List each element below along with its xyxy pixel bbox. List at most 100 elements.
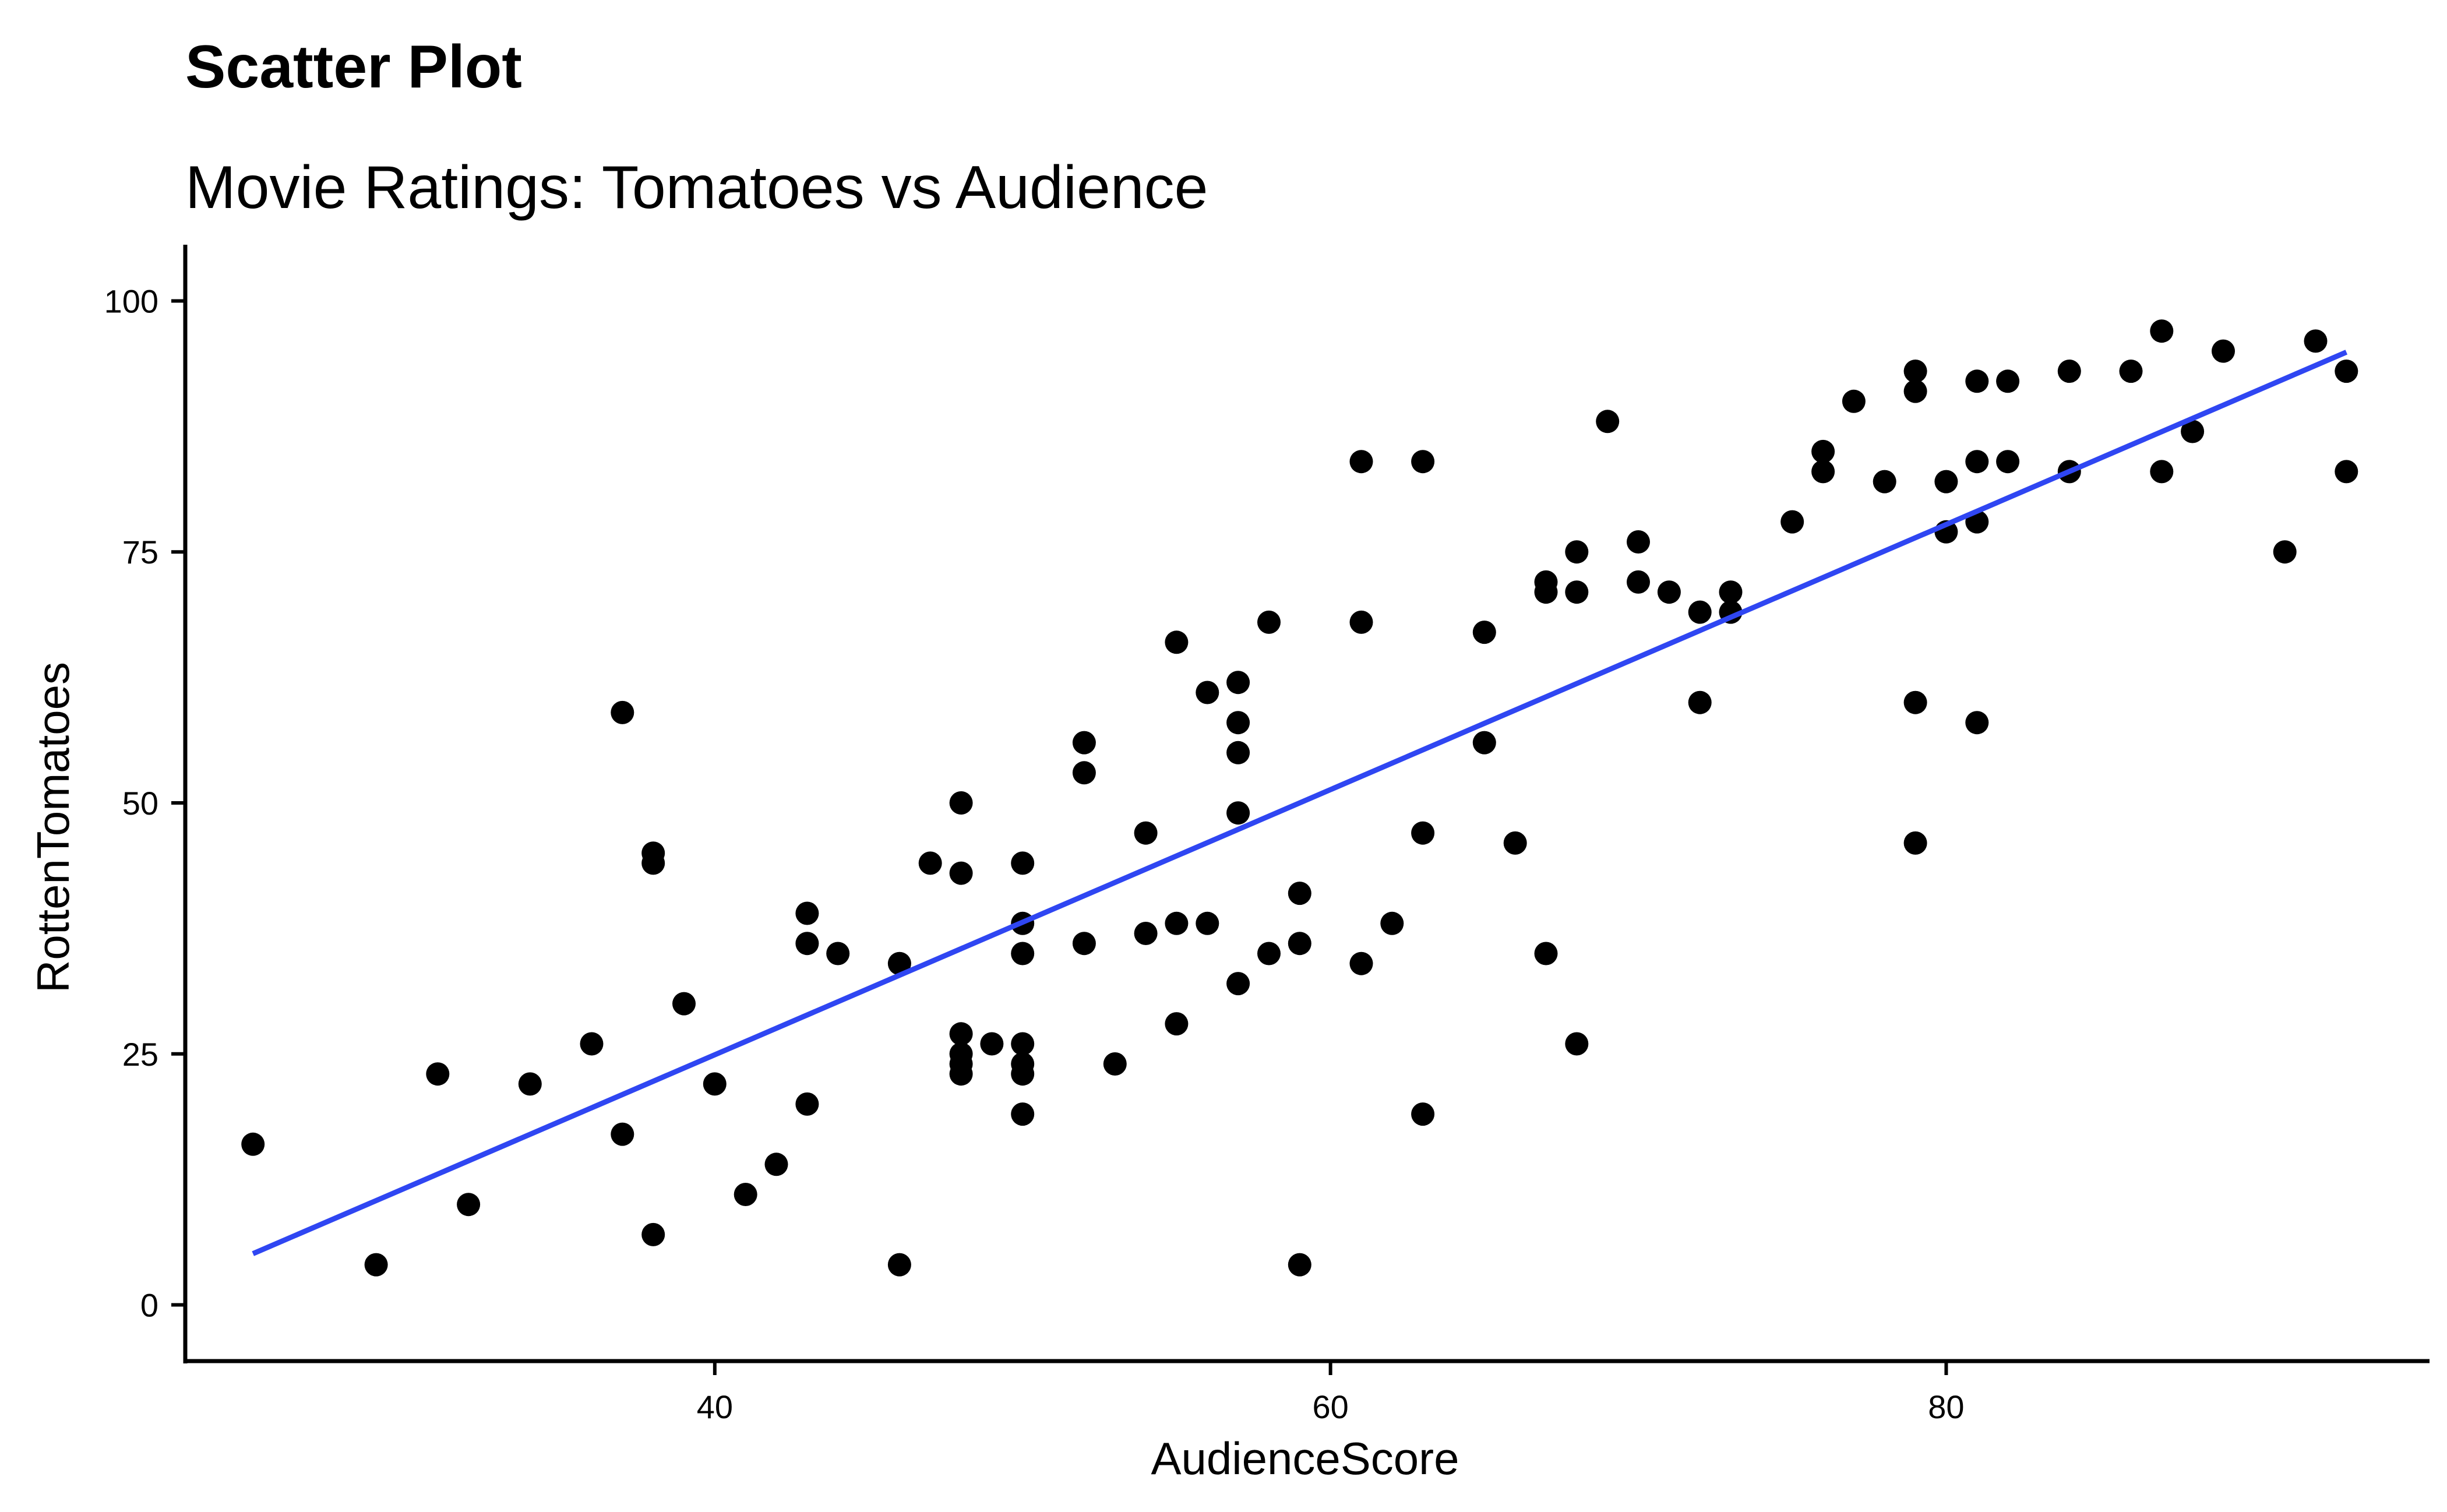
data-point-53: [1257, 942, 1281, 965]
data-point-50: [1226, 801, 1250, 825]
data-point-23: [949, 861, 973, 885]
data-point-52: [1257, 610, 1281, 634]
data-point-47: [1226, 671, 1250, 695]
x-axis-ticks: 40 60 80: [697, 1361, 1965, 1425]
data-point-24: [949, 1022, 973, 1046]
data-point-51: [1226, 972, 1250, 996]
data-point-73: [1596, 410, 1620, 433]
data-point-103: [2181, 420, 2205, 443]
data-point-85: [1873, 470, 1896, 494]
data-point-84: [1842, 389, 1866, 413]
x-axis-title: AudienceScore: [1151, 1433, 1459, 1484]
data-point-39: [1103, 1052, 1127, 1076]
data-point-19: [887, 951, 911, 975]
data-point-41: [1134, 922, 1158, 945]
y-tick-label-3: 75: [122, 534, 158, 570]
data-point-42: [1165, 630, 1189, 654]
data-point-98: [2057, 360, 2081, 383]
data-point-16: [795, 932, 819, 956]
y-tick-label-1: 25: [122, 1036, 158, 1073]
data-point-75: [1627, 570, 1650, 594]
data-point-31: [1011, 942, 1035, 965]
data-point-104: [2212, 339, 2235, 363]
data-point-97: [1996, 450, 2020, 474]
data-point-88: [1903, 690, 1927, 714]
data-point-58: [1349, 610, 1373, 634]
x-tick-label-1: 60: [1312, 1388, 1348, 1425]
data-point-48: [1226, 711, 1250, 735]
data-point-57: [1349, 450, 1373, 474]
data-point-70: [1565, 540, 1589, 564]
data-point-15: [795, 901, 819, 925]
data-point-69: [1534, 942, 1558, 965]
data-point-82: [1811, 439, 1835, 463]
data-point-87: [1903, 379, 1927, 403]
data-point-37: [1072, 761, 1096, 785]
chart-title: Scatter Plot: [185, 33, 522, 101]
data-point-21: [918, 851, 942, 875]
data-point-79: [1719, 580, 1743, 604]
data-point-44: [1165, 1012, 1189, 1036]
data-point-61: [1411, 450, 1435, 474]
data-point-0: [241, 1132, 265, 1156]
data-point-14: [764, 1152, 788, 1176]
data-point-93: [1965, 450, 1989, 474]
data-point-9: [641, 851, 665, 875]
data-point-59: [1349, 951, 1373, 975]
chart-subtitle: Movie Ratings: Tomatoes vs Audience: [185, 154, 1208, 221]
data-point-2: [426, 1062, 450, 1086]
data-point-38: [1072, 932, 1096, 956]
data-point-74: [1627, 530, 1650, 554]
data-point-55: [1288, 932, 1311, 956]
data-point-54: [1288, 882, 1311, 905]
data-point-3: [457, 1193, 481, 1217]
data-point-63: [1411, 1102, 1435, 1126]
data-point-90: [1934, 470, 1958, 494]
data-point-64: [1472, 621, 1496, 644]
data-points: [241, 319, 2358, 1277]
data-point-27: [949, 1062, 973, 1086]
data-point-76: [1657, 580, 1681, 604]
data-point-6: [611, 700, 634, 724]
trend-line: [252, 350, 2348, 1256]
trend-line-group: [252, 350, 2348, 1256]
data-point-35: [1011, 1102, 1035, 1126]
data-point-40: [1134, 821, 1158, 845]
data-point-71: [1565, 580, 1589, 604]
data-point-81: [1780, 510, 1804, 534]
data-point-102: [2150, 460, 2174, 484]
data-point-18: [826, 942, 850, 965]
data-point-86: [1903, 360, 1927, 383]
data-point-105: [2273, 540, 2297, 564]
data-point-78: [1688, 690, 1712, 714]
data-point-32: [1011, 1032, 1035, 1056]
data-point-108: [2335, 460, 2358, 484]
data-point-5: [580, 1032, 604, 1056]
data-point-83: [1811, 460, 1835, 484]
data-point-7: [611, 1122, 634, 1146]
x-tick-label-2: 80: [1928, 1388, 1964, 1425]
data-point-106: [2304, 329, 2328, 353]
data-point-49: [1226, 741, 1250, 764]
data-point-62: [1411, 821, 1435, 845]
data-point-66: [1503, 831, 1527, 855]
data-point-60: [1380, 911, 1404, 935]
data-point-68: [1534, 580, 1558, 604]
y-tick-label-0: 0: [140, 1287, 158, 1324]
data-point-72: [1565, 1032, 1589, 1056]
x-tick-label-0: 40: [697, 1388, 733, 1425]
data-point-17: [795, 1092, 819, 1116]
data-point-22: [949, 791, 973, 815]
data-point-36: [1072, 731, 1096, 755]
data-point-11: [672, 992, 696, 1016]
y-axis-title: RottenTomatoes: [27, 662, 79, 993]
data-point-1: [364, 1253, 388, 1277]
data-point-45: [1196, 681, 1219, 704]
data-point-29: [1011, 851, 1035, 875]
data-point-20: [887, 1253, 911, 1277]
y-axis-ticks: 0 25 50 75 100: [104, 283, 185, 1324]
data-point-65: [1472, 731, 1496, 755]
data-point-89: [1903, 831, 1927, 855]
data-point-101: [2150, 319, 2174, 343]
